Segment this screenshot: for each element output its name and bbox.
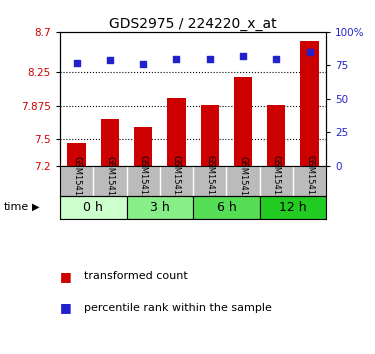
Text: percentile rank within the sample: percentile rank within the sample xyxy=(84,303,272,313)
Text: GSM154125: GSM154125 xyxy=(105,155,114,206)
Bar xyxy=(300,41,319,166)
Point xyxy=(207,56,213,62)
Bar xyxy=(201,105,219,166)
Text: GSM154127: GSM154127 xyxy=(172,155,181,206)
Point xyxy=(273,56,279,62)
Text: ■: ■ xyxy=(60,270,72,282)
Bar xyxy=(126,196,193,219)
Title: GDS2975 / 224220_x_at: GDS2975 / 224220_x_at xyxy=(110,17,277,31)
Text: 0 h: 0 h xyxy=(83,201,103,214)
Text: ■: ■ xyxy=(60,302,72,314)
Point xyxy=(140,61,146,67)
Point xyxy=(107,57,113,63)
Point xyxy=(240,53,246,59)
Text: 3 h: 3 h xyxy=(150,201,170,214)
Bar xyxy=(260,196,326,219)
Text: 6 h: 6 h xyxy=(216,201,236,214)
Text: GSM154129: GSM154129 xyxy=(238,155,248,206)
Text: GSM154126: GSM154126 xyxy=(139,155,148,206)
Bar xyxy=(60,196,126,219)
Bar xyxy=(193,196,260,219)
Bar xyxy=(68,143,86,166)
Text: 12 h: 12 h xyxy=(279,201,307,214)
Bar xyxy=(101,119,119,166)
Text: GSM154124: GSM154124 xyxy=(72,155,81,206)
Text: ▶: ▶ xyxy=(32,202,39,212)
Text: transformed count: transformed count xyxy=(84,271,188,281)
Bar xyxy=(267,105,285,166)
Point xyxy=(174,56,180,62)
Text: time: time xyxy=(4,202,29,212)
Text: GSM154131: GSM154131 xyxy=(305,155,314,206)
Bar xyxy=(167,98,186,166)
Bar xyxy=(134,127,152,166)
Text: GSM154130: GSM154130 xyxy=(272,155,281,206)
Text: GSM154128: GSM154128 xyxy=(205,155,214,206)
Point xyxy=(307,49,313,55)
Bar xyxy=(234,78,252,166)
Point xyxy=(74,60,80,65)
